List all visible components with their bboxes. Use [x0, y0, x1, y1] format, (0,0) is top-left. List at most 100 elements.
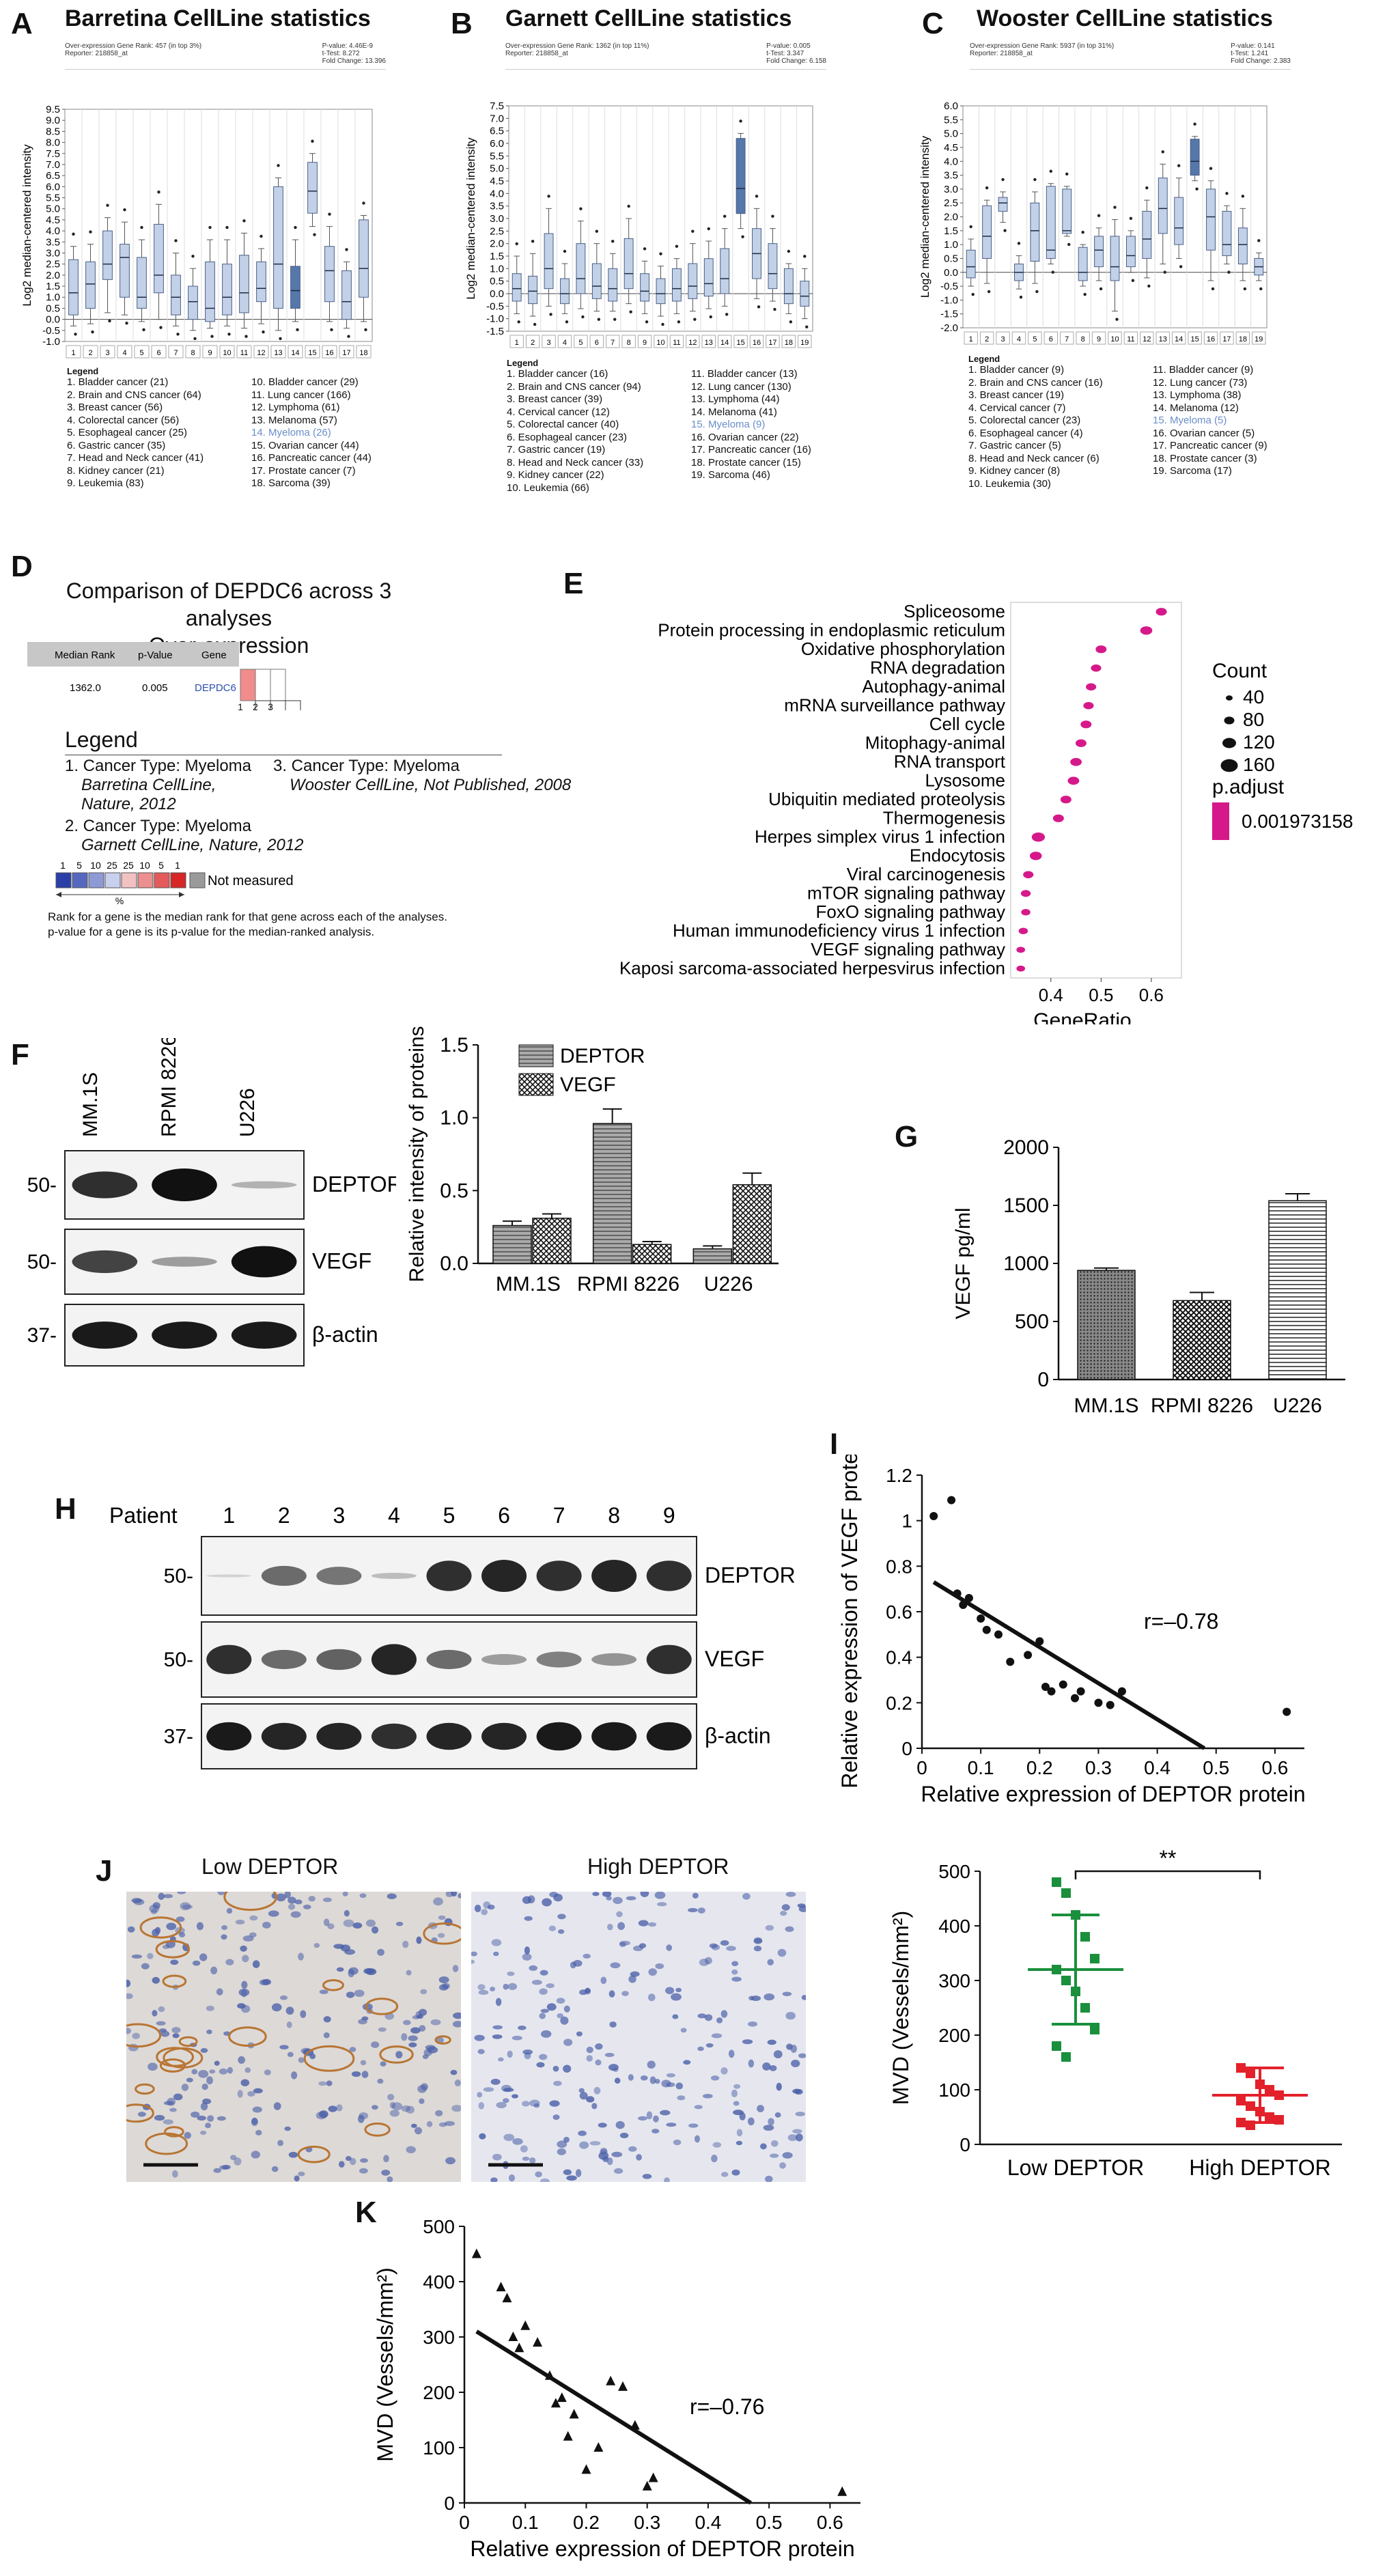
y-tick-label: 6.0: [944, 100, 958, 112]
pathway-dot: [1075, 739, 1087, 747]
x-category-label: 13: [274, 349, 282, 357]
y-axis-label: VEGF pg/ml: [952, 1207, 975, 1319]
box-14: [1174, 164, 1184, 268]
blot-band: [646, 1722, 692, 1751]
band-label: VEGF: [312, 1249, 372, 1274]
x-tick-label: 0: [459, 2512, 470, 2533]
y-tick-label: 2.0: [944, 212, 958, 223]
panel-label-b: B: [451, 7, 473, 40]
pathway-label: RNA transport: [894, 751, 1006, 772]
legend-entry: 1. Bladder cancer (21): [67, 376, 169, 388]
x-category-label: 12: [1143, 335, 1151, 344]
panel-label-f: F: [11, 1038, 29, 1072]
y-tick-label: 0.5: [944, 253, 958, 264]
y-tick-label: 0: [1037, 1369, 1049, 1391]
y-tick-label: 2.0: [46, 270, 60, 281]
panel-a-stats: Over-expression Gene Rank: 457 (in top 3…: [65, 42, 386, 70]
mvd-point: [1061, 1976, 1071, 1985]
box-17: [768, 214, 778, 311]
y-tick-label: 100: [938, 2080, 970, 2101]
bar-DEPTOR: [592, 1123, 632, 1264]
x-category-label: 12: [688, 339, 697, 347]
x-tick-label: 0.4: [1144, 1757, 1171, 1778]
box-17: [1222, 192, 1232, 274]
pathway-label: Endocytosis: [910, 845, 1005, 865]
blot-band: [371, 1644, 417, 1675]
legend-entry: 7. Gastric cancer (19): [507, 444, 606, 456]
patient-number: 5: [443, 1503, 456, 1528]
footnote-rank: Rank for a gene is the median rank for t…: [48, 910, 447, 923]
pathway-label: mTOR signaling pathway: [807, 882, 1005, 903]
box-9: [205, 225, 215, 338]
y-tick-label: 300: [938, 1970, 970, 1991]
pathway-label: RNA degradation: [870, 657, 1005, 677]
legend-entry: 5. Colorectal cancer (23): [968, 415, 1081, 426]
legend-entry: 9. Kidney cancer (22): [507, 469, 604, 481]
stat-left-0: Over-expression Gene Rank: 5937 (in top …: [970, 42, 1115, 50]
y-tick-label: 0.0: [440, 1252, 468, 1275]
box-6: [591, 229, 602, 321]
box-16: [1206, 167, 1216, 291]
y-tick-label: 3.0: [490, 213, 504, 225]
panel-c-boxplot: -2.0 -1.5 -1.0 -0.5 0.0 0.5 1.0 1.5 2.0 2.5 3.0 3.5…: [919, 100, 1267, 345]
blot-band: [591, 1559, 637, 1593]
patient-number: 8: [608, 1503, 620, 1528]
pathway-label: Protein processing in endoplasmic reticu…: [658, 619, 1005, 640]
panel-b-legend-list: 1. Bladder cancer (16) 2. Brain and CNS c…: [507, 368, 862, 494]
x-category-label: 2: [88, 349, 92, 357]
x-category-label: 2: [985, 335, 989, 344]
legend-entry: 19. Sarcoma (46): [691, 469, 770, 481]
pathway-label: Autophagy-animal: [862, 676, 1005, 697]
molecular-weight-marker: 50-: [164, 1649, 193, 1671]
legend-entry: 14. Melanoma (41): [691, 406, 777, 418]
panel-d-legend-item-3: 3. Cancer Type: Myeloma Wooster CellLine…: [273, 757, 572, 794]
band-label: β-actin: [312, 1322, 378, 1347]
scatter-point: [1041, 1683, 1050, 1691]
scatter-point: [550, 2398, 561, 2408]
pathway-dot: [1080, 720, 1092, 729]
y-tick-label: 0.0: [490, 288, 504, 300]
scatter-point: [977, 1614, 985, 1623]
x-category-label: 9: [208, 349, 212, 357]
y-tick-label: 4.0: [46, 225, 60, 237]
x-category-label: 3: [105, 349, 109, 357]
scatter-point: [947, 1496, 956, 1504]
blot-band: [646, 1644, 692, 1675]
pathway-dot: [1052, 814, 1064, 822]
y-tick-label: 0: [444, 2493, 455, 2514]
legend-entry: 7. Head and Neck cancer (41): [67, 452, 204, 464]
bar-VEGF: [632, 1244, 672, 1264]
x-tick-label: 0.3: [634, 2512, 660, 2533]
legend-entry: 15. Myeloma (9): [691, 419, 766, 430]
panel-d-footnotes: Rank for a gene is the median rank for t…: [48, 910, 447, 940]
pathway-dot: [1023, 871, 1034, 879]
y-tick-label: 500: [423, 2216, 455, 2237]
stat-left-1: Reporter: 218858_at: [970, 50, 1033, 57]
lane-label: MM.1S: [79, 1072, 102, 1137]
y-tick-label: 9.5: [46, 104, 60, 115]
box-14: [290, 225, 300, 332]
x-tick-label: 0.4: [1039, 985, 1063, 1005]
y-tick-label: 1: [901, 1511, 912, 1532]
x-category-label: 3: [1000, 335, 1005, 344]
bar-U226: [1268, 1200, 1327, 1380]
legend-entry: 12. Lymphoma (61): [251, 402, 340, 413]
scatter-point: [1006, 1657, 1015, 1666]
blot-band: [591, 1722, 637, 1751]
scale-swatch: [121, 872, 137, 888]
pathway-dot: [1140, 626, 1153, 635]
x-category-label: 14: [1175, 335, 1183, 344]
box-11: [1125, 216, 1136, 282]
pathway-dot: [1029, 852, 1042, 860]
box-16: [324, 212, 335, 332]
x-category-label: 6: [595, 339, 599, 347]
pathway-dot: [1091, 664, 1102, 672]
bar-DEPTOR: [692, 1248, 733, 1264]
y-axis-label: Log2 median-centered intensity: [464, 137, 477, 300]
legend-entry: 19. Sarcoma (17): [1153, 465, 1232, 477]
y-tick-label: 3.0: [944, 184, 958, 195]
y-tick-label: 500: [1015, 1311, 1049, 1333]
box-11: [239, 219, 249, 338]
x-category-label: U226: [704, 1273, 753, 1296]
blot-band: [261, 1565, 307, 1586]
